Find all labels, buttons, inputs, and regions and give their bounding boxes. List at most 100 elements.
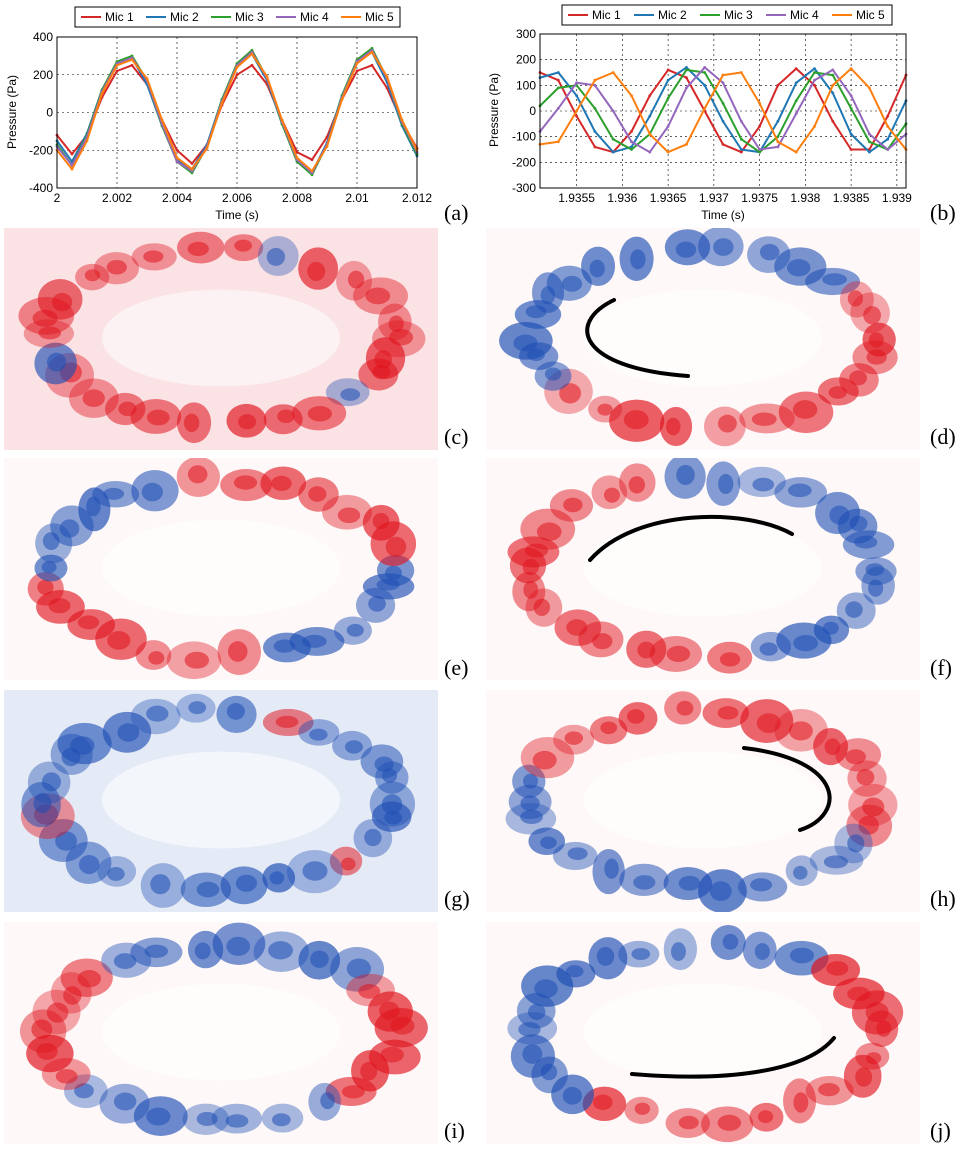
data-point: [813, 125, 816, 128]
x-tick-label: 1.9365: [650, 191, 687, 205]
vortex-core: [862, 797, 885, 817]
vortex-core: [266, 247, 286, 266]
vortex-core: [78, 855, 100, 875]
data-point: [685, 142, 688, 146]
vortex-core: [46, 352, 67, 372]
panel-label-c: (c): [444, 424, 469, 449]
vortex-core: [146, 1107, 171, 1126]
panel-label-d: (d): [930, 424, 956, 449]
ring-core: [102, 519, 340, 617]
vortex-core: [628, 476, 646, 494]
legend-label: Mic 2: [658, 8, 687, 22]
y-tick-label: 200: [33, 68, 53, 82]
vortex-core: [533, 598, 551, 616]
y-tick-label: 0: [529, 104, 536, 118]
vortex-core: [184, 651, 210, 669]
data-point: [325, 145, 329, 148]
vortex-core: [847, 290, 864, 307]
data-point: [648, 150, 652, 154]
vortex-core: [372, 364, 391, 380]
vortex-core: [566, 619, 588, 636]
vortex-core: [346, 623, 364, 637]
vortex-core: [719, 652, 741, 667]
vortex-core: [524, 543, 548, 558]
vortex-core: [845, 601, 863, 618]
vortex-core: [863, 306, 881, 325]
vortex-core: [678, 1115, 699, 1130]
data-point: [130, 58, 134, 62]
vortex-core: [379, 1001, 400, 1020]
data-point: [868, 132, 871, 136]
vortex-core: [824, 738, 841, 756]
vortex-core: [592, 1094, 613, 1111]
field-panel-g: [4, 690, 438, 912]
pressure-chart-b: 1.9355 1.936 1.9365 1.937 1.9375 1.938 1.9385 1…: [487, 4, 912, 222]
field-map-f: [507, 458, 897, 674]
data-point: [721, 119, 725, 123]
vortex-core: [146, 409, 170, 426]
vortex-core: [722, 933, 739, 950]
data-point: [160, 118, 164, 122]
vortex-core: [187, 241, 209, 257]
vortex-core: [633, 875, 656, 890]
vortex-core: [854, 535, 878, 549]
x-tick-label: 1.9385: [833, 191, 870, 205]
vortex-core: [754, 943, 770, 960]
data-point: [739, 150, 743, 154]
data-point: [575, 114, 578, 118]
vortex-core: [277, 409, 295, 424]
vortex-core: [233, 475, 258, 490]
vortex-core: [143, 250, 164, 263]
vortex-core: [666, 645, 691, 663]
data-point: [70, 167, 74, 171]
legend-label: Mic 4: [300, 10, 329, 24]
vortex-core: [188, 701, 207, 715]
vortex-core: [752, 477, 775, 492]
vortex-core: [793, 635, 819, 652]
vortex-core: [271, 475, 292, 491]
data-point: [648, 94, 652, 97]
data-point: [556, 140, 560, 144]
data-point: [100, 92, 104, 96]
y-tick-label: -300: [512, 181, 536, 195]
data-point: [685, 86, 688, 90]
vortex-core: [41, 772, 62, 792]
vortex-core: [604, 858, 619, 879]
data-point: [666, 125, 670, 128]
vortex-core: [376, 578, 400, 591]
data-point: [813, 71, 816, 74]
vortex-core: [385, 536, 407, 557]
data-point: [849, 148, 853, 151]
vortex-core: [718, 414, 737, 433]
data-point: [593, 107, 597, 110]
data-point: [310, 158, 314, 162]
vortex-core: [828, 386, 847, 399]
panel-label-f: (f): [930, 655, 952, 680]
data-point: [611, 137, 615, 141]
data-point: [794, 81, 798, 85]
vortex-core: [196, 1111, 218, 1126]
data-point: [593, 145, 597, 149]
legend-label: Mic 5: [365, 10, 394, 24]
ring-core: [102, 751, 340, 849]
vortex-core: [513, 334, 538, 352]
vortex-core: [634, 1102, 651, 1115]
vortex-core: [103, 487, 125, 500]
vortex-core: [37, 579, 54, 595]
x-tick-label: 2.004: [162, 191, 192, 205]
vortex-core: [341, 857, 356, 871]
data-point: [739, 119, 743, 123]
data-point: [310, 169, 314, 173]
data-point: [611, 150, 615, 154]
vortex-core: [858, 815, 879, 835]
data-point: [235, 73, 239, 77]
vortex-core: [59, 519, 80, 538]
vortex-core: [849, 515, 868, 532]
vortex-core: [865, 1002, 889, 1023]
panel-label-b: (b): [930, 200, 956, 225]
panel-label-e: (e): [444, 655, 469, 680]
data-point: [666, 96, 670, 100]
vortex-core: [623, 410, 649, 430]
data-point: [794, 99, 798, 103]
data-point: [813, 67, 816, 71]
